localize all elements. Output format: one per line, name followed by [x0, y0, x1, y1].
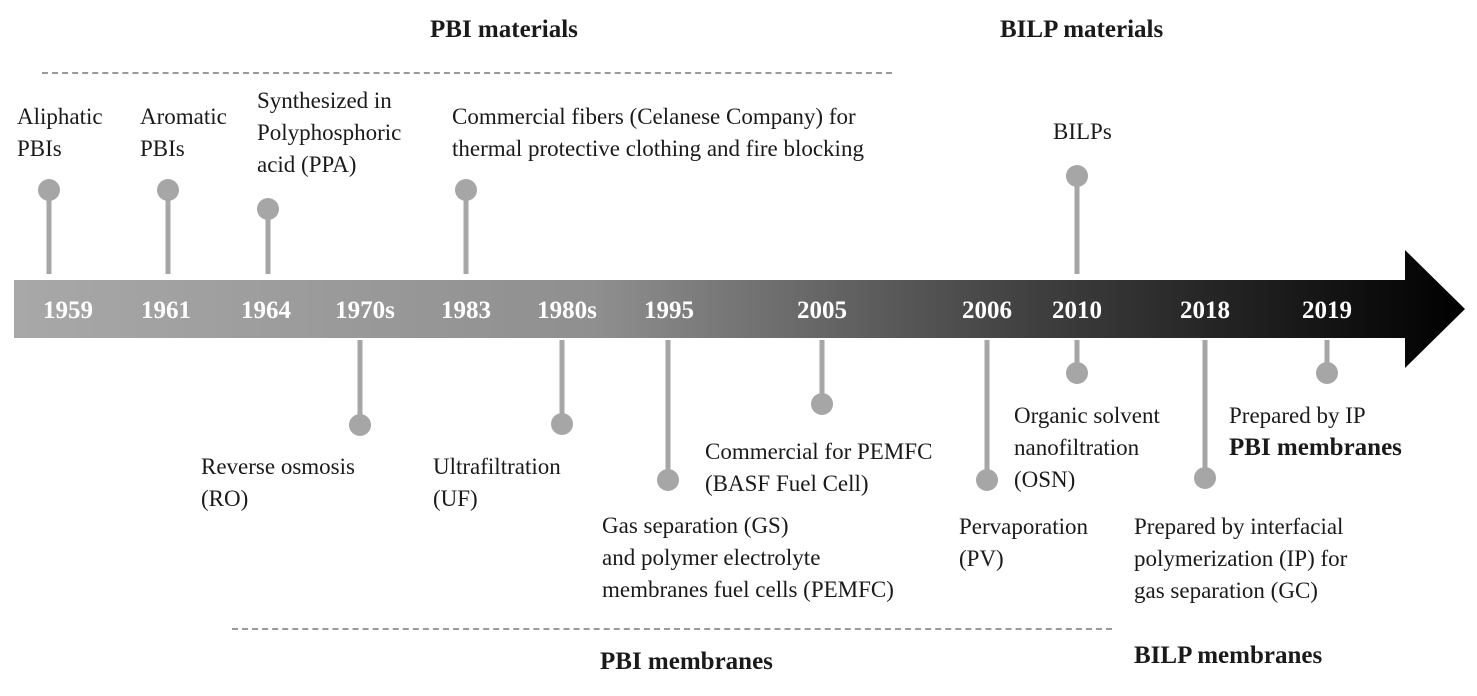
event-1970s-line-1: Reverse osmosis — [201, 454, 355, 479]
year-1983: 1983 — [441, 297, 491, 324]
event-2010-bottom-line-1: Organic solvent — [1014, 403, 1160, 428]
year-2006: 2006 — [962, 297, 1012, 324]
event-2006-label: Pervaporation (PV) — [959, 511, 1088, 575]
event-2010-bottom-line-2: nanofiltration — [1014, 435, 1140, 460]
dot-2005 — [811, 393, 833, 415]
year-1970s: 1970s — [335, 297, 395, 324]
event-1995-line-3: membranes fuel cells (PEMFC) — [602, 577, 894, 602]
dot-2010-top — [1066, 165, 1088, 187]
event-1980s-line-2: (UF) — [433, 486, 478, 511]
year-1961: 1961 — [141, 297, 191, 324]
event-2010-top-label: BILPs — [1053, 116, 1112, 148]
top-dots — [38, 165, 1088, 220]
dot-1961 — [157, 179, 179, 201]
bilp-membranes-header: BILP membranes — [1134, 642, 1323, 669]
top-dashed-divider — [42, 72, 892, 74]
event-2005-line-1: Commercial for PEMFC — [705, 439, 933, 464]
dot-2006 — [976, 469, 998, 491]
event-2018-label: Prepared by interfacial polymerization (… — [1134, 511, 1347, 607]
event-1964-label: Synthesized in Polyphosphoric acid (PPA) — [257, 85, 401, 181]
top-stems — [46, 176, 1080, 274]
event-1959-label: Aliphatic PBIs — [17, 101, 103, 165]
event-2018-line-2: polymerization (IP) for — [1134, 546, 1348, 571]
event-2005-line-2: (BASF Fuel Cell) — [705, 471, 869, 496]
dot-1983 — [455, 179, 477, 201]
dot-2010-bottom — [1066, 362, 1088, 384]
bottom-dots — [349, 362, 1338, 491]
event-1970s-line-2: (RO) — [201, 486, 249, 511]
year-1995: 1995 — [644, 297, 694, 324]
event-2018-line-1: Prepared by interfacial — [1134, 514, 1344, 539]
year-2010: 2010 — [1052, 297, 1102, 324]
event-2010-bottom-line-3: (OSN) — [1014, 467, 1076, 492]
event-1964-line-3: acid (PPA) — [257, 152, 357, 177]
event-2019-label: Prepared by IP PBI membranes — [1229, 400, 1402, 464]
event-2010-top-line-1: BILPs — [1053, 119, 1112, 144]
pbi-materials-header: PBI materials — [430, 16, 578, 43]
dot-1970s — [349, 414, 371, 436]
dot-1980s — [551, 413, 573, 435]
event-1983-label: Commercial fibers (Celanese Company) for… — [452, 101, 864, 165]
event-1995-line-2: and polymer electrolyte — [602, 545, 821, 570]
year-2019: 2019 — [1302, 297, 1352, 324]
event-1964-line-2: Polyphosphoric — [257, 120, 402, 145]
dot-1964 — [257, 198, 279, 220]
event-1983-line-2: thermal protective clothing and fire blo… — [452, 136, 864, 161]
year-2018: 2018 — [1180, 297, 1230, 324]
pbi-membranes-header: PBI membranes — [600, 648, 773, 675]
event-1995-label: Gas separation (GS) and polymer electrol… — [602, 510, 894, 606]
event-1959-line-1: Aliphatic — [17, 104, 103, 129]
event-2010-bottom-label: Organic solvent nanofiltration (OSN) — [1014, 400, 1160, 496]
event-2006-line-2: (PV) — [959, 546, 1004, 571]
event-2019-line-2: PBI membranes — [1229, 434, 1402, 461]
event-1959-line-2: PBIs — [17, 136, 62, 161]
year-labels: 1959 1961 1964 1970s 1983 1980s 1995 200… — [43, 297, 1352, 324]
event-2005-label: Commercial for PEMFC (BASF Fuel Cell) — [705, 436, 932, 500]
year-1964: 1964 — [241, 297, 292, 324]
timeline-arrow — [14, 250, 1465, 368]
year-1980s: 1980s — [537, 297, 597, 324]
event-1995-line-1: Gas separation (GS) — [602, 513, 789, 538]
dot-2018 — [1194, 467, 1216, 489]
year-1959: 1959 — [43, 297, 93, 324]
event-1961-label: Aromatic PBIs — [140, 101, 227, 165]
event-1961-line-1: Aromatic — [140, 104, 227, 129]
dot-1995 — [657, 469, 679, 491]
event-1970s-label: Reverse osmosis (RO) — [201, 451, 355, 515]
bottom-dashed-divider — [232, 628, 1112, 630]
dot-1959 — [38, 179, 60, 201]
event-1961-line-2: PBIs — [140, 136, 185, 161]
event-1980s-label: Ultrafiltration (UF) — [433, 451, 561, 515]
event-2018-line-3: gas separation (GC) — [1134, 578, 1318, 603]
event-1980s-line-1: Ultrafiltration — [433, 454, 561, 479]
bilp-materials-header: BILP materials — [1000, 16, 1164, 43]
dot-2019 — [1316, 362, 1338, 384]
event-2006-line-1: Pervaporation — [959, 514, 1089, 539]
event-1983-line-1: Commercial fibers (Celanese Company) for — [452, 104, 856, 129]
event-2019-line-1: Prepared by IP — [1229, 403, 1366, 428]
event-1964-line-1: Synthesized in — [257, 88, 392, 113]
year-2005: 2005 — [797, 297, 847, 324]
